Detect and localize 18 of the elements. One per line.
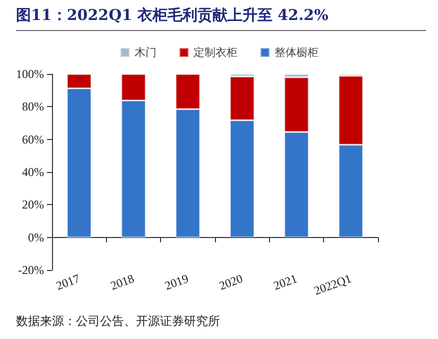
x-tick-label: 2020 (217, 271, 245, 293)
y-tick-label: 0% (28, 230, 44, 244)
chart-title: 图11：2022Q1 衣柜毛利贡献上升至 42.2% (16, 6, 426, 31)
legend-label: 整体橱柜 (274, 46, 318, 59)
legend-label: 木门 (134, 46, 156, 59)
source-note: 数据来源：公司公告、开源证券研究所 (16, 313, 220, 330)
y-tick-label: 40% (22, 165, 44, 179)
y-tick-label: 60% (22, 132, 44, 146)
y-tick-label: -20% (18, 263, 44, 277)
x-tick-label: 2019 (162, 271, 190, 293)
y-tick-label: 80% (22, 100, 44, 114)
legend-label: 定制衣柜 (194, 46, 238, 59)
x-tick-label: 2022Q1 (312, 271, 354, 298)
x-tick-label: 2021 (272, 271, 299, 293)
x-tick-label: 2017 (54, 271, 82, 293)
y-tick-label: 100% (16, 67, 44, 81)
y-tick-label: 20% (22, 198, 44, 212)
x-tick-label: 2018 (108, 271, 136, 293)
